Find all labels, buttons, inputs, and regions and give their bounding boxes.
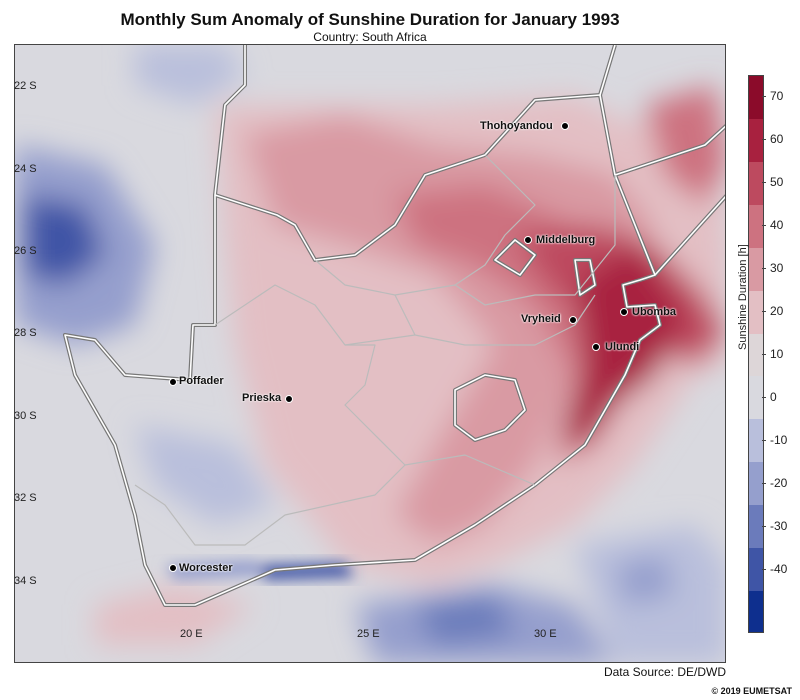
- city-label-ulundi: Ulundi: [605, 341, 640, 353]
- anomaly-map: [15, 45, 725, 662]
- colorbar-segment: [749, 333, 763, 377]
- colorbar-tick-label: 70: [770, 89, 784, 104]
- colorbar-tick-label: -20: [770, 475, 788, 490]
- colorbar-tick-label: 40: [770, 218, 784, 233]
- lon-label-30e: 30 E: [534, 628, 557, 640]
- lat-label-32s: 32 S: [14, 492, 37, 504]
- colorbar-segment: [749, 204, 763, 249]
- colorbar-tick-mark: [762, 182, 766, 184]
- city-marker-vryheid[interactable]: [569, 316, 577, 324]
- colorbar-tick-mark: [762, 354, 766, 355]
- city-label-vryheid: Vryheid: [521, 313, 561, 325]
- colorbar-tick-label: 30: [770, 261, 784, 276]
- colorbar-tick-mark: [762, 439, 766, 441]
- lat-label-22s: 22 S: [14, 80, 37, 92]
- colorbar-tick-mark: [762, 139, 766, 141]
- city-marker-middelburg[interactable]: [524, 236, 532, 244]
- colorbar-segment: [749, 118, 763, 163]
- colorbar-tick-mark: [762, 396, 766, 398]
- lon-label-25e: 25 E: [357, 628, 380, 640]
- colorbar-segment: [749, 419, 763, 463]
- map-title: Monthly Sum Anomaly of Sunshine Duration…: [120, 10, 620, 29]
- copyright: © 2019 EUMETSAT: [711, 686, 793, 696]
- lon-label-20e: 20 E: [180, 628, 203, 640]
- colorbar-title: Sunshine Duration [h]: [737, 244, 749, 350]
- colorbar-tick-mark: [762, 96, 766, 98]
- city-marker-prieska[interactable]: [285, 395, 293, 403]
- city-label-poffader: Poffader: [179, 375, 224, 387]
- colorbar-segment: [749, 591, 763, 632]
- colorbar-tick-mark: [762, 568, 766, 570]
- colorbar-segment: [749, 462, 763, 506]
- colorbar-tick-label: -30: [770, 518, 788, 533]
- city-marker-thohoyandou[interactable]: [561, 122, 569, 130]
- data-source: Data Source: DE/DWD: [603, 665, 726, 679]
- lat-label-30s: 30 S: [14, 410, 37, 422]
- lat-label-34s: 34 S: [14, 575, 37, 587]
- colorbar-tick-mark: [762, 482, 766, 484]
- colorbar-segment: [749, 548, 763, 592]
- country-borders: [63, 45, 725, 607]
- colorbar-segment: [749, 376, 763, 420]
- colorbar-segment: [749, 76, 763, 120]
- city-label-worcester: Worcester: [179, 562, 233, 574]
- colorbar-segment: [749, 290, 763, 335]
- colorbar-tick-label: -40: [770, 561, 788, 576]
- colorbar-segment: [749, 161, 763, 206]
- city-marker-worcester[interactable]: [169, 564, 177, 572]
- colorbar-tick-label: 50: [770, 175, 784, 190]
- colorbar-tick-label: 10: [770, 347, 784, 361]
- colorbar-segment: [749, 247, 763, 292]
- colorbar-tick-mark: [762, 311, 766, 313]
- city-marker-ulundi[interactable]: [592, 343, 600, 351]
- colorbar-segment: [749, 505, 763, 549]
- colorbar: [748, 75, 764, 633]
- anomaly-field: [15, 45, 725, 662]
- city-marker-poffader[interactable]: [169, 378, 177, 386]
- city-label-thohoyandou: Thohoyandou: [480, 120, 553, 132]
- lat-label-24s: 24 S: [14, 163, 37, 175]
- colorbar-tick-mark: [762, 268, 766, 270]
- map-subtitle: Country: South Africa: [313, 30, 427, 44]
- colorbar-tick-label: 60: [770, 132, 784, 147]
- city-label-middelburg: Middelburg: [536, 234, 596, 246]
- map-panel[interactable]: [14, 44, 726, 663]
- city-label-prieska: Prieska: [242, 392, 282, 404]
- colorbar-tick-mark: [762, 525, 766, 527]
- city-label-ubomba: Ubomba: [632, 306, 676, 318]
- colorbar-tick-label: -10: [770, 432, 788, 447]
- colorbar-tick-label: 20: [770, 304, 784, 319]
- lat-label-26s: 26 S: [14, 245, 37, 257]
- lat-label-28s: 28 S: [14, 327, 37, 339]
- colorbar-tick-mark: [762, 225, 766, 227]
- colorbar-tick-label: 0: [770, 389, 777, 404]
- city-marker-ubomba[interactable]: [620, 308, 628, 316]
